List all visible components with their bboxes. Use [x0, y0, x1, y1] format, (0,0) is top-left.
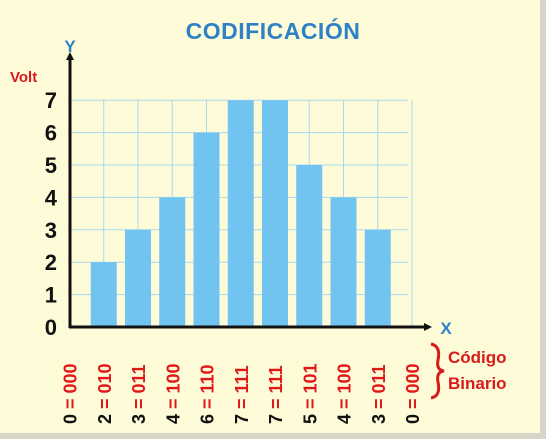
bar-8: [330, 197, 357, 327]
y-tick-label: 2: [45, 250, 57, 275]
x-tick-label: 6 = 110: [198, 364, 218, 424]
x-tick-label: 2 = 010: [95, 363, 115, 424]
y-unit-label: Volt: [10, 69, 37, 86]
bar-2: [125, 229, 151, 327]
brace-label-line-2: Binario: [448, 374, 507, 393]
curly-brace-icon: [430, 342, 445, 400]
bar-7: [296, 165, 323, 327]
bar-6: [262, 100, 288, 327]
y-axis-arrow-icon: [66, 52, 74, 60]
frame-edge-right: [540, 0, 546, 439]
x-tick-label: 3 = 011: [369, 364, 389, 424]
y-tick-label: 7: [45, 88, 57, 113]
x-axis-letter: X: [440, 319, 452, 338]
frame-edge-bottom: [0, 433, 546, 439]
bar-4: [193, 132, 220, 327]
bar-9: [364, 229, 391, 327]
x-tick-label: 0 = 000: [61, 363, 81, 424]
x-tick-label: 7 = 111: [232, 365, 252, 424]
bar-5: [227, 100, 254, 327]
x-tick-label: 5 = 101: [300, 363, 320, 424]
x-axis-arrow-icon: [424, 323, 432, 331]
x-tick-label: 3 = 011: [129, 364, 149, 424]
y-tick-label: 3: [45, 218, 57, 243]
brace-label-line-1: Código: [448, 348, 507, 367]
x-tick-label: 4 = 100: [335, 363, 355, 424]
y-axis-letter: Y: [64, 37, 76, 56]
bar-1: [90, 262, 117, 327]
y-tick-label: 6: [45, 121, 57, 146]
y-tick-label: 1: [45, 283, 57, 308]
x-tick-label: 7 = 111: [266, 365, 286, 424]
y-tick-label: 0: [45, 315, 57, 340]
bar-3: [159, 197, 186, 327]
y-tick-label: 4: [45, 185, 58, 210]
x-tick-label: 0 = 000: [403, 363, 423, 424]
chart-title: CODIFICACIÓN: [185, 18, 361, 44]
y-tick-label: 5: [45, 153, 57, 178]
x-tick-label: 4 = 100: [163, 363, 183, 424]
